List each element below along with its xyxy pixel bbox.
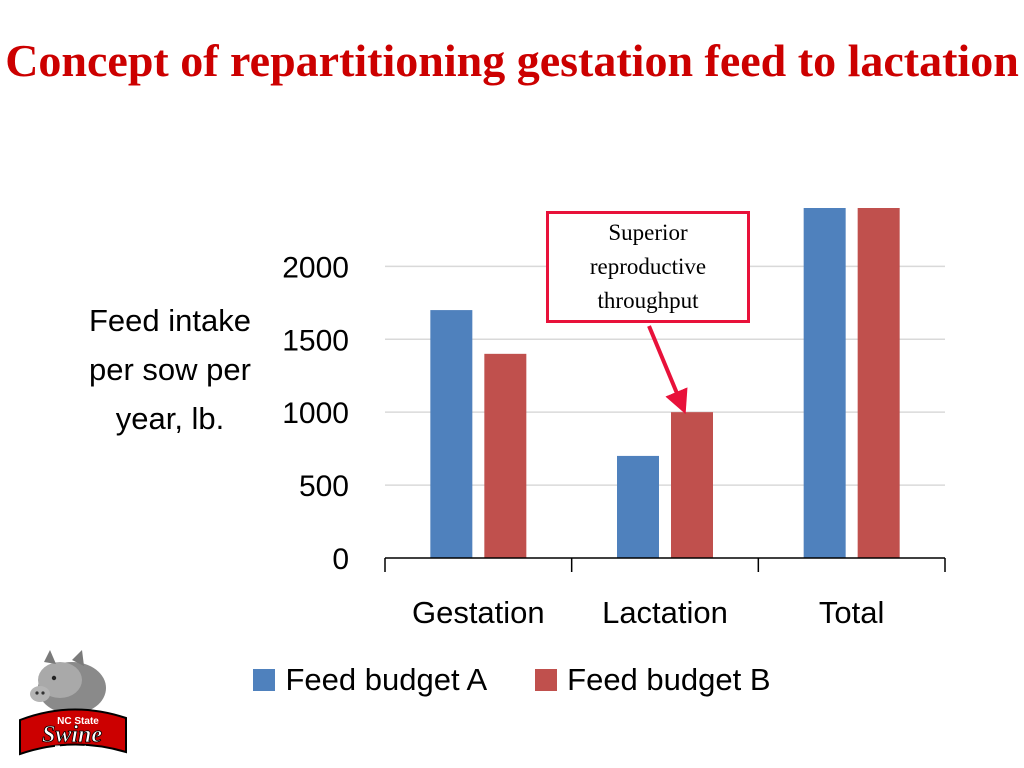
bar-feed-budget-b-lactation: [671, 412, 713, 558]
bars: [430, 208, 900, 558]
arrow-line: [647, 325, 688, 415]
y-axis-label: Feed intake per sow per year, lb.: [89, 303, 251, 436]
x-category-label: Lactation: [602, 595, 728, 630]
bar-feed-budget-a-total: [803, 208, 846, 558]
x-category-label: Total: [819, 595, 884, 630]
y-tick-labels: 0 500 1000 1500 2000: [282, 251, 349, 576]
y-tick-label: 0: [332, 543, 349, 576]
y-tick-label: 500: [299, 470, 349, 503]
logo-text-main: Swine: [42, 722, 102, 748]
callout-box: Superior reproductive throughput: [546, 211, 750, 323]
legend-item-b: Feed budget B: [535, 662, 771, 698]
y-tick-label: 2000: [282, 251, 349, 284]
legend-item-a: Feed budget A: [253, 662, 487, 698]
y-tick-label: 1500: [282, 324, 349, 357]
legend: Feed budget A Feed budget B: [0, 662, 1024, 698]
logo-text-top: NC State: [57, 716, 99, 727]
x-category-label: Gestation: [412, 595, 545, 630]
legend-swatch-a: [253, 669, 276, 691]
logo-text-bottom: Extension: [54, 744, 97, 754]
bar-feed-budget-a-gestation: [430, 310, 473, 558]
callout-text: Superior reproductive throughput: [589, 220, 707, 313]
bar-feed-budget-b-total: [857, 208, 900, 558]
legend-swatch-b: [535, 669, 558, 691]
x-category-labels: Gestation Lactation Total: [412, 595, 884, 630]
legend-label-a: Feed budget A: [285, 662, 488, 697]
bar-feed-budget-b-gestation: [484, 353, 527, 558]
x-axis: [384, 557, 946, 572]
nc-state-swine-extension-logo: NC State Swine Extension: [19, 650, 127, 756]
callout-arrow: [647, 325, 688, 415]
slide-title: Concept of repartitioning gestation feed…: [5, 35, 1019, 86]
legend-label-b: Feed budget B: [567, 662, 771, 697]
y-tick-label: 1000: [282, 397, 349, 430]
bar-feed-budget-a-lactation: [617, 455, 659, 558]
